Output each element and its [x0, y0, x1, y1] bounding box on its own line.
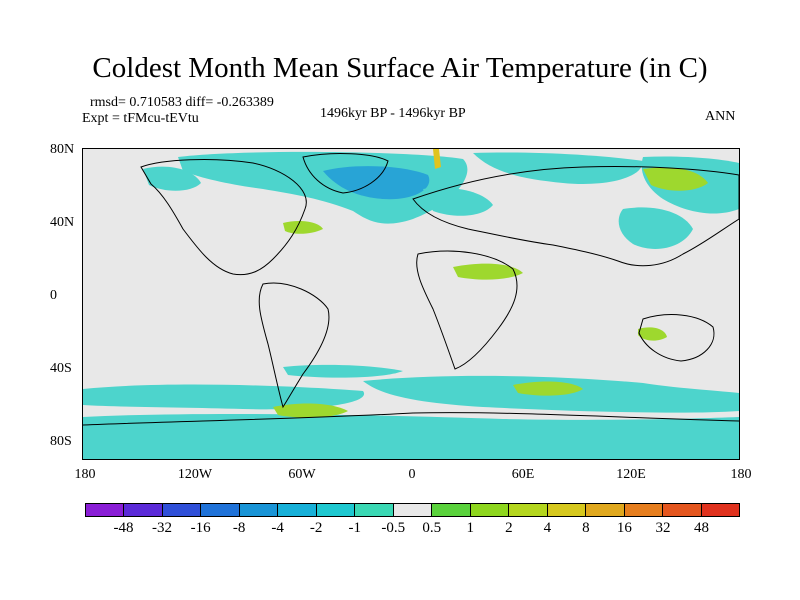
coastline-antarctica [83, 412, 739, 426]
anomaly-patch-antarctica [83, 413, 739, 459]
x-tick-label: 120W [177, 467, 213, 482]
colorbar-swatch [624, 504, 664, 516]
y-tick-label: 80S [50, 434, 72, 449]
anomaly-patch-green-6 [453, 263, 523, 280]
coastline-africa [416, 250, 518, 370]
y-tick-label: 80N [50, 142, 75, 157]
experiment-label: Expt = tFMcu-tEVtu [82, 111, 199, 126]
colorbar-swatch [355, 504, 394, 516]
coastline-greenland [302, 153, 389, 194]
x-tick-label: 120E [616, 467, 646, 482]
colorbar-label: 8 [582, 520, 590, 536]
colorbar-label: -0.5 [381, 520, 406, 536]
anomaly-patch-greenland-sea [323, 166, 430, 200]
map-canvas [83, 149, 739, 459]
colorbar-swatch [701, 504, 739, 516]
colorbar-swatch [86, 504, 125, 516]
coastline-eurasia [412, 165, 739, 267]
x-tick-label: 60E [511, 467, 535, 482]
colorbar-swatch [162, 504, 202, 516]
coastline-south-america [258, 282, 330, 409]
colorbar-label: 4 [543, 520, 552, 536]
x-tick-label: 60W [288, 467, 316, 482]
colorbar-swatch [432, 504, 471, 516]
colorbar-swatch [547, 504, 587, 516]
x-tick-label: 180 [730, 467, 752, 482]
colorbar-swatch [124, 504, 163, 516]
anomaly-patch-green-3 [643, 167, 708, 191]
colorbar-swatch [663, 504, 702, 516]
y-tick-label: 0 [50, 288, 57, 303]
colorbar-swatch [509, 504, 548, 516]
y-tick-label: 40S [50, 361, 72, 376]
x-tick-label: 0 [408, 467, 416, 482]
anomaly-patch-europe [423, 187, 493, 216]
anomaly-patch-alaska [143, 166, 201, 191]
period-label: 1496kyr BP - 1496kyr BP [320, 106, 466, 121]
y-tick-label: 40N [50, 215, 75, 230]
colorbar-label: -8 [232, 520, 246, 536]
season-label: ANN [705, 109, 736, 124]
colorbar-label: -32 [152, 520, 173, 536]
colorbar-label: -1 [348, 520, 361, 536]
anomaly-patches [83, 149, 739, 459]
anomaly-patch-yellow [433, 149, 441, 169]
coastline-australia [638, 314, 715, 362]
colorbar-swatch [470, 504, 510, 516]
colorbar-label: 32 [655, 520, 671, 536]
chart-title: Coldest Month Mean Surface Air Temperatu… [92, 52, 708, 84]
colorbar-swatch [586, 504, 625, 516]
anomaly-patch-green-5 [638, 327, 667, 341]
temperature-map [82, 148, 740, 460]
colorbar-swatch [201, 504, 240, 516]
colorbar-swatch [393, 504, 433, 516]
anomaly-patch-south-pacific-band [283, 364, 403, 378]
colorbar-label: 1 [466, 520, 475, 536]
colorbar-swatch [239, 504, 279, 516]
anomaly-patch-green-4 [283, 221, 323, 234]
colorbar-label: 0.5 [422, 520, 442, 536]
colorbar-label: -2 [309, 520, 323, 536]
colorbar-label: 48 [693, 520, 709, 536]
colorbar-label: 16 [616, 520, 632, 536]
anomaly-patch-east-asia [618, 207, 693, 249]
anomaly-patch-south-ocean-1 [83, 384, 365, 410]
stats-text: rmsd= 0.710583 diff= -0.263389 [90, 95, 274, 110]
colorbar [85, 503, 740, 517]
x-tick-label: 180 [74, 467, 96, 482]
colorbar-label: -48 [113, 520, 134, 536]
coastline-north-america [140, 159, 307, 276]
colorbar-swatch [316, 504, 356, 516]
coastlines [83, 153, 739, 426]
colorbar-label: 2 [505, 520, 513, 536]
colorbar-label: -4 [271, 520, 284, 536]
anomaly-patch-green-2 [513, 381, 583, 396]
colorbar-swatch [278, 504, 317, 516]
anomaly-patch-green-1 [273, 403, 348, 418]
colorbar-label: -16 [190, 520, 211, 536]
